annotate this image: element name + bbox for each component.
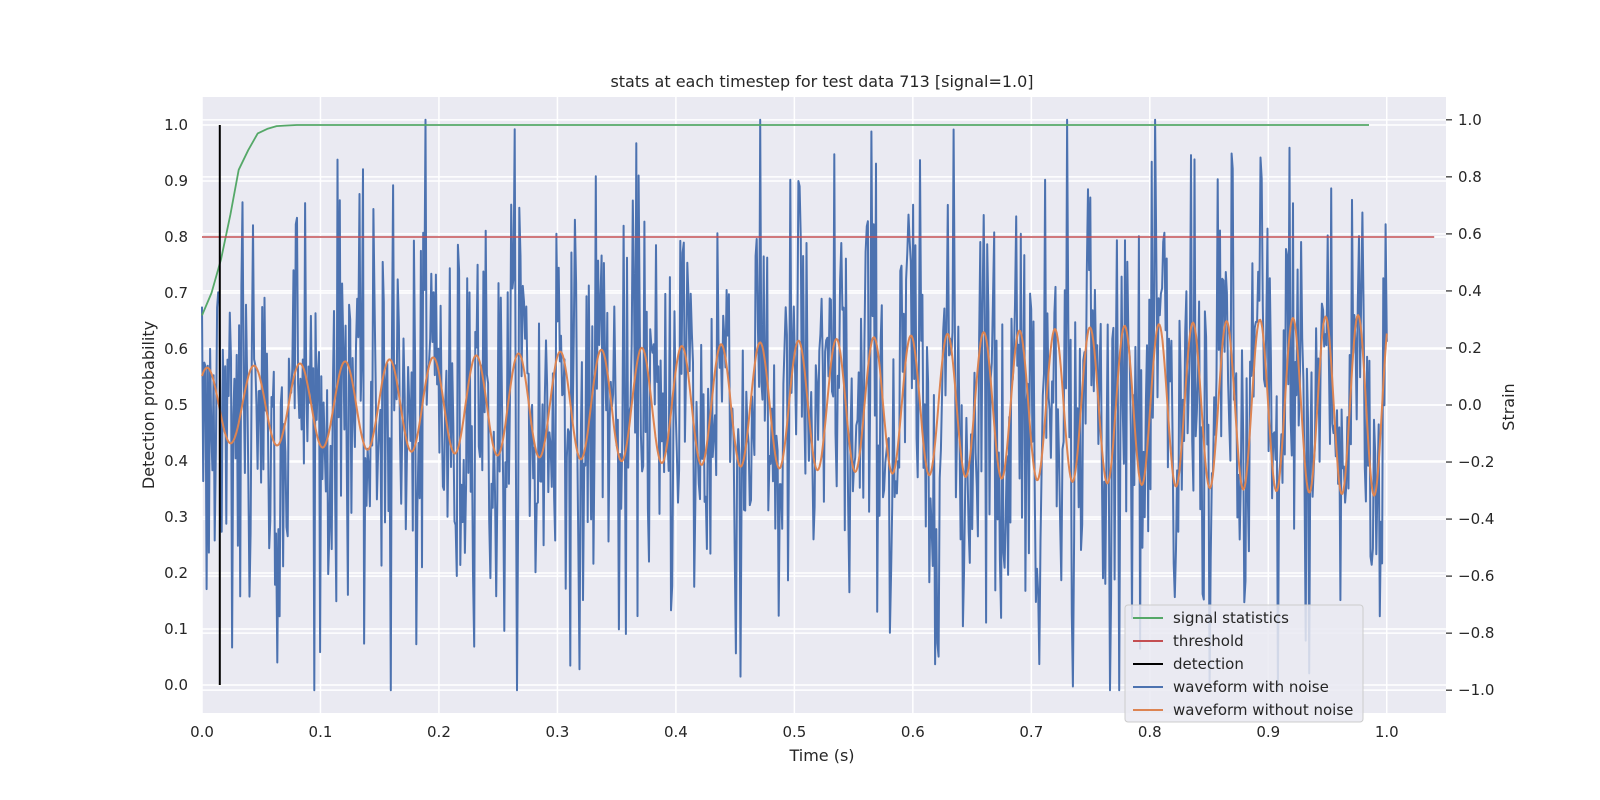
legend-box — [1124, 604, 1364, 723]
y-left-tick-label: 0.2 — [164, 564, 188, 582]
x-axis-label: Time (s) — [788, 746, 854, 765]
x-tick-label: 0.6 — [901, 723, 925, 741]
y-right-tick-label: 0.4 — [1458, 282, 1482, 300]
y-axis-left-label: Detection probability — [139, 321, 158, 489]
legend-label: signal statistics — [1173, 609, 1289, 627]
chart-title: stats at each timestep for test data 713… — [610, 72, 1033, 91]
y-axis-right-label: Strain — [1499, 383, 1518, 430]
x-tick-label: 0.8 — [1138, 723, 1162, 741]
series-waveform-without-noise — [201, 314, 1388, 497]
y-right-tick-label: −1.0 — [1458, 681, 1494, 699]
y-left-tick-label: 0.4 — [164, 452, 188, 470]
y-left-tick-label: 0.7 — [164, 284, 188, 302]
y-left-tick-label: 0.5 — [164, 396, 188, 414]
series-layer — [201, 118, 1435, 692]
y-left-tick-label: 0.8 — [164, 228, 188, 246]
y-right-tick-label: 0.2 — [1458, 339, 1482, 357]
legend: signal statistics threshold detection wavef… — [1124, 604, 1364, 723]
x-tick-label: 0.7 — [1019, 723, 1043, 741]
y-right-tick-label: 0.8 — [1458, 168, 1482, 186]
y-left-tick-label: 0.0 — [164, 676, 188, 694]
y-left-tick-label: 1.0 — [164, 116, 188, 134]
ticks: 0.0 0.1 0.2 0.3 0.4 0.5 0.6 0.7 0.8 0.9 1.0 0.0 0.1 0… — [164, 111, 1494, 741]
x-tick-label: 0.9 — [1256, 723, 1280, 741]
y-right-tick-label: −0.2 — [1458, 453, 1494, 471]
x-tick-label: 0.3 — [545, 723, 569, 741]
series-waveform-with-noise — [201, 118, 1388, 692]
legend-label: waveform with noise — [1173, 678, 1329, 696]
y-left-tick-label: 0.9 — [164, 172, 188, 190]
y-right-tick-label: −0.4 — [1458, 510, 1494, 528]
x-tick-label: 0.5 — [782, 723, 806, 741]
y-right-tick-label: −0.8 — [1458, 624, 1494, 642]
y-left-tick-label: 0.6 — [164, 340, 188, 358]
y-right-tick-label: −0.6 — [1458, 567, 1494, 585]
y-right-tick-label: 0.6 — [1458, 225, 1482, 243]
y-right-tick-label: 1.0 — [1458, 111, 1482, 129]
y-right-tick-label: 0.0 — [1458, 396, 1482, 414]
x-tick-label: 0.1 — [309, 723, 333, 741]
series-signal-statistics — [201, 124, 1369, 316]
x-tick-label: 0.4 — [664, 723, 688, 741]
y-left-tick-label: 0.3 — [164, 508, 188, 526]
legend-label: detection — [1173, 655, 1244, 673]
x-tick-label: 1.0 — [1375, 723, 1399, 741]
x-tick-label: 0.0 — [190, 723, 214, 741]
x-tick-label: 0.2 — [427, 723, 451, 741]
legend-label: threshold — [1173, 632, 1244, 650]
legend-label: waveform without noise — [1173, 701, 1353, 719]
y-left-tick-label: 0.1 — [164, 620, 188, 638]
